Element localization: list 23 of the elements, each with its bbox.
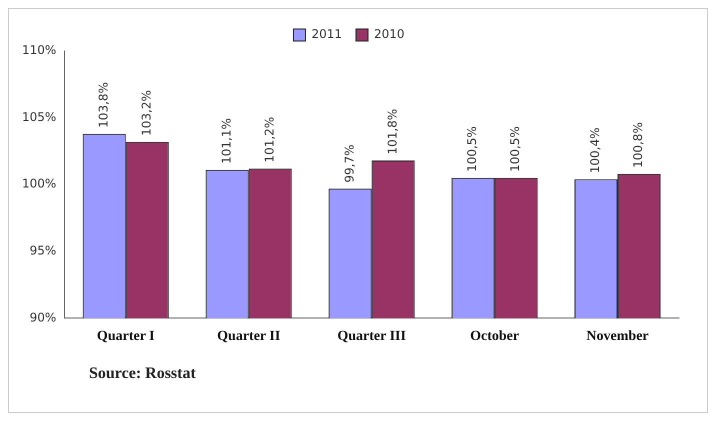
data-label: 100,4% — [588, 127, 602, 174]
data-label: 103,2% — [139, 90, 154, 136]
data-label: 101,2% — [262, 116, 276, 163]
x-tick-label: Quarter II — [217, 329, 280, 344]
legend-label: 2011 — [311, 27, 342, 42]
data-label: 101,1% — [219, 118, 234, 164]
x-tick-label: October — [470, 329, 520, 344]
x-tick-label: Quarter III — [337, 329, 406, 344]
y-tick-label: 110% — [22, 43, 56, 58]
y-tick-label: 90% — [30, 310, 56, 324]
data-label: 103,8% — [96, 82, 110, 128]
data-label: 100,5% — [465, 126, 480, 172]
y-tick-label: 105% — [22, 110, 56, 124]
y-tick-label: 95% — [30, 244, 56, 258]
x-tick-label: November — [586, 329, 649, 344]
data-label: 100,5% — [508, 126, 522, 172]
data-label: 99,7% — [342, 144, 356, 183]
legend-label: 2010 — [374, 27, 405, 42]
data-label: 101,8% — [385, 108, 400, 155]
source-note: Source: Rosstat — [89, 365, 197, 383]
x-tick-label: Quarter I — [96, 329, 155, 344]
data-label: 100,8% — [631, 122, 646, 168]
y-tick-label: 100% — [22, 176, 56, 191]
